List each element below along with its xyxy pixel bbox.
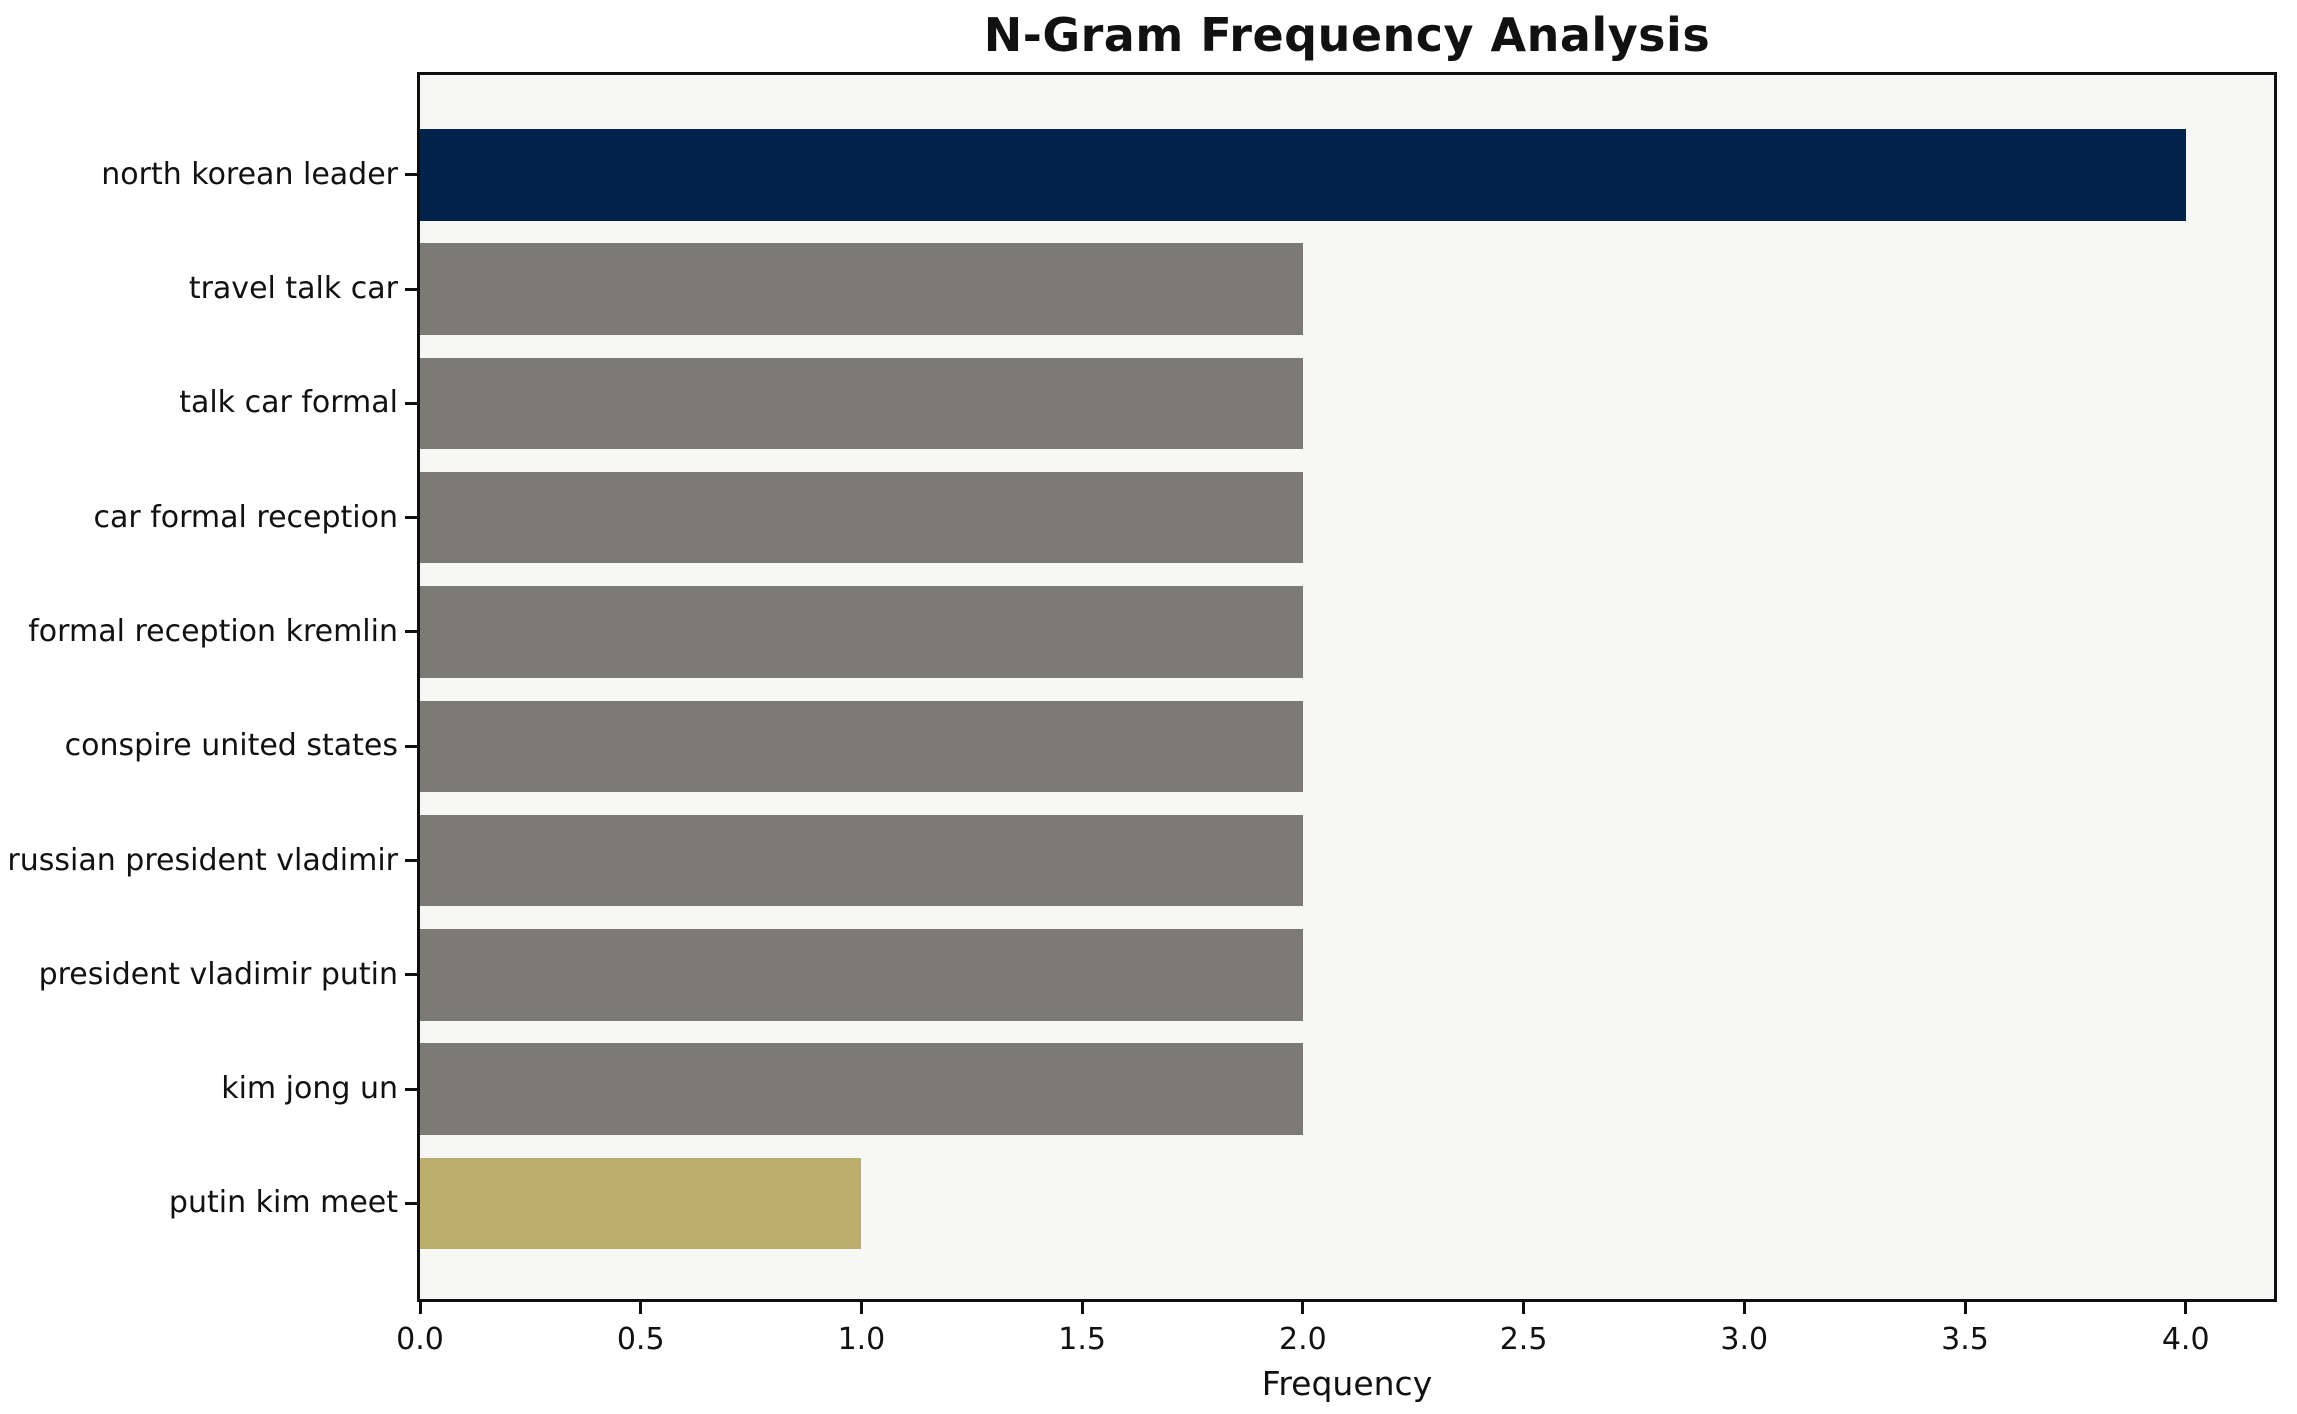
y-tick-mark bbox=[405, 287, 417, 291]
x-tick-mark bbox=[1963, 1302, 1967, 1314]
chart-title: N-Gram Frequency Analysis bbox=[983, 8, 1711, 62]
y-tick-mark bbox=[405, 973, 417, 977]
x-tick-label: 2.5 bbox=[1499, 1322, 1548, 1357]
bar-formal-reception-kremlin bbox=[420, 586, 1303, 678]
x-tick-mark bbox=[2184, 1302, 2188, 1314]
y-tick-label: president vladimir putin bbox=[38, 956, 398, 992]
x-tick-mark bbox=[1080, 1302, 1084, 1314]
bar-talk-car-formal bbox=[420, 357, 1303, 450]
x-tick-label: 2.0 bbox=[1278, 1322, 1327, 1357]
x-tick-label: 4.0 bbox=[2161, 1322, 2210, 1357]
y-tick-label: putin kim meet bbox=[168, 1185, 398, 1221]
x-tick-mark bbox=[418, 1302, 422, 1314]
bar-car-formal-reception bbox=[420, 471, 1303, 564]
y-tick-mark bbox=[405, 516, 417, 520]
x-tick-label: 0.5 bbox=[616, 1322, 665, 1357]
y-tick-label: kim jong un bbox=[221, 1071, 398, 1107]
x-tick-label: 0.0 bbox=[396, 1322, 444, 1357]
y-tick-mark bbox=[405, 1201, 417, 1205]
bar-travel-talk-car bbox=[420, 243, 1303, 335]
y-tick-mark bbox=[405, 859, 417, 863]
y-tick-mark bbox=[405, 401, 417, 405]
y-tick-mark bbox=[405, 173, 417, 177]
bar-kim-jong-un bbox=[420, 1043, 1303, 1135]
x-tick-mark bbox=[1301, 1302, 1305, 1314]
x-tick-mark bbox=[859, 1302, 863, 1314]
bar-putin-kim-meet bbox=[420, 1157, 862, 1250]
bar-north-korean-leader bbox=[420, 129, 2186, 221]
bar-russian-president-vladimir bbox=[420, 814, 1303, 907]
y-tick-label: talk car formal bbox=[179, 385, 398, 421]
y-tick-label: car formal reception bbox=[93, 499, 398, 535]
plot-area bbox=[417, 72, 2277, 1302]
x-axis-label: Frequency bbox=[1261, 1364, 1433, 1403]
y-tick-label: travel talk car bbox=[188, 271, 398, 307]
x-tick-label: 3.0 bbox=[1720, 1322, 1769, 1357]
y-tick-label: conspire united states bbox=[64, 728, 398, 764]
x-tick-mark bbox=[1742, 1302, 1746, 1314]
x-tick-label: 1.5 bbox=[1058, 1322, 1106, 1357]
y-tick-mark bbox=[405, 744, 417, 748]
x-tick-mark bbox=[1522, 1302, 1526, 1314]
x-tick-label: 3.5 bbox=[1941, 1322, 1989, 1357]
bar-conspire-united-states bbox=[420, 700, 1303, 792]
y-tick-label: formal reception kremlin bbox=[28, 613, 398, 649]
y-tick-mark bbox=[405, 1087, 417, 1091]
x-tick-mark bbox=[639, 1302, 643, 1314]
y-tick-label: russian president vladimir bbox=[7, 842, 398, 878]
bar-president-vladimir-putin bbox=[420, 929, 1303, 1021]
y-tick-label: north korean leader bbox=[101, 156, 398, 192]
x-tick-label: 1.0 bbox=[837, 1322, 886, 1357]
y-tick-mark bbox=[405, 630, 417, 634]
